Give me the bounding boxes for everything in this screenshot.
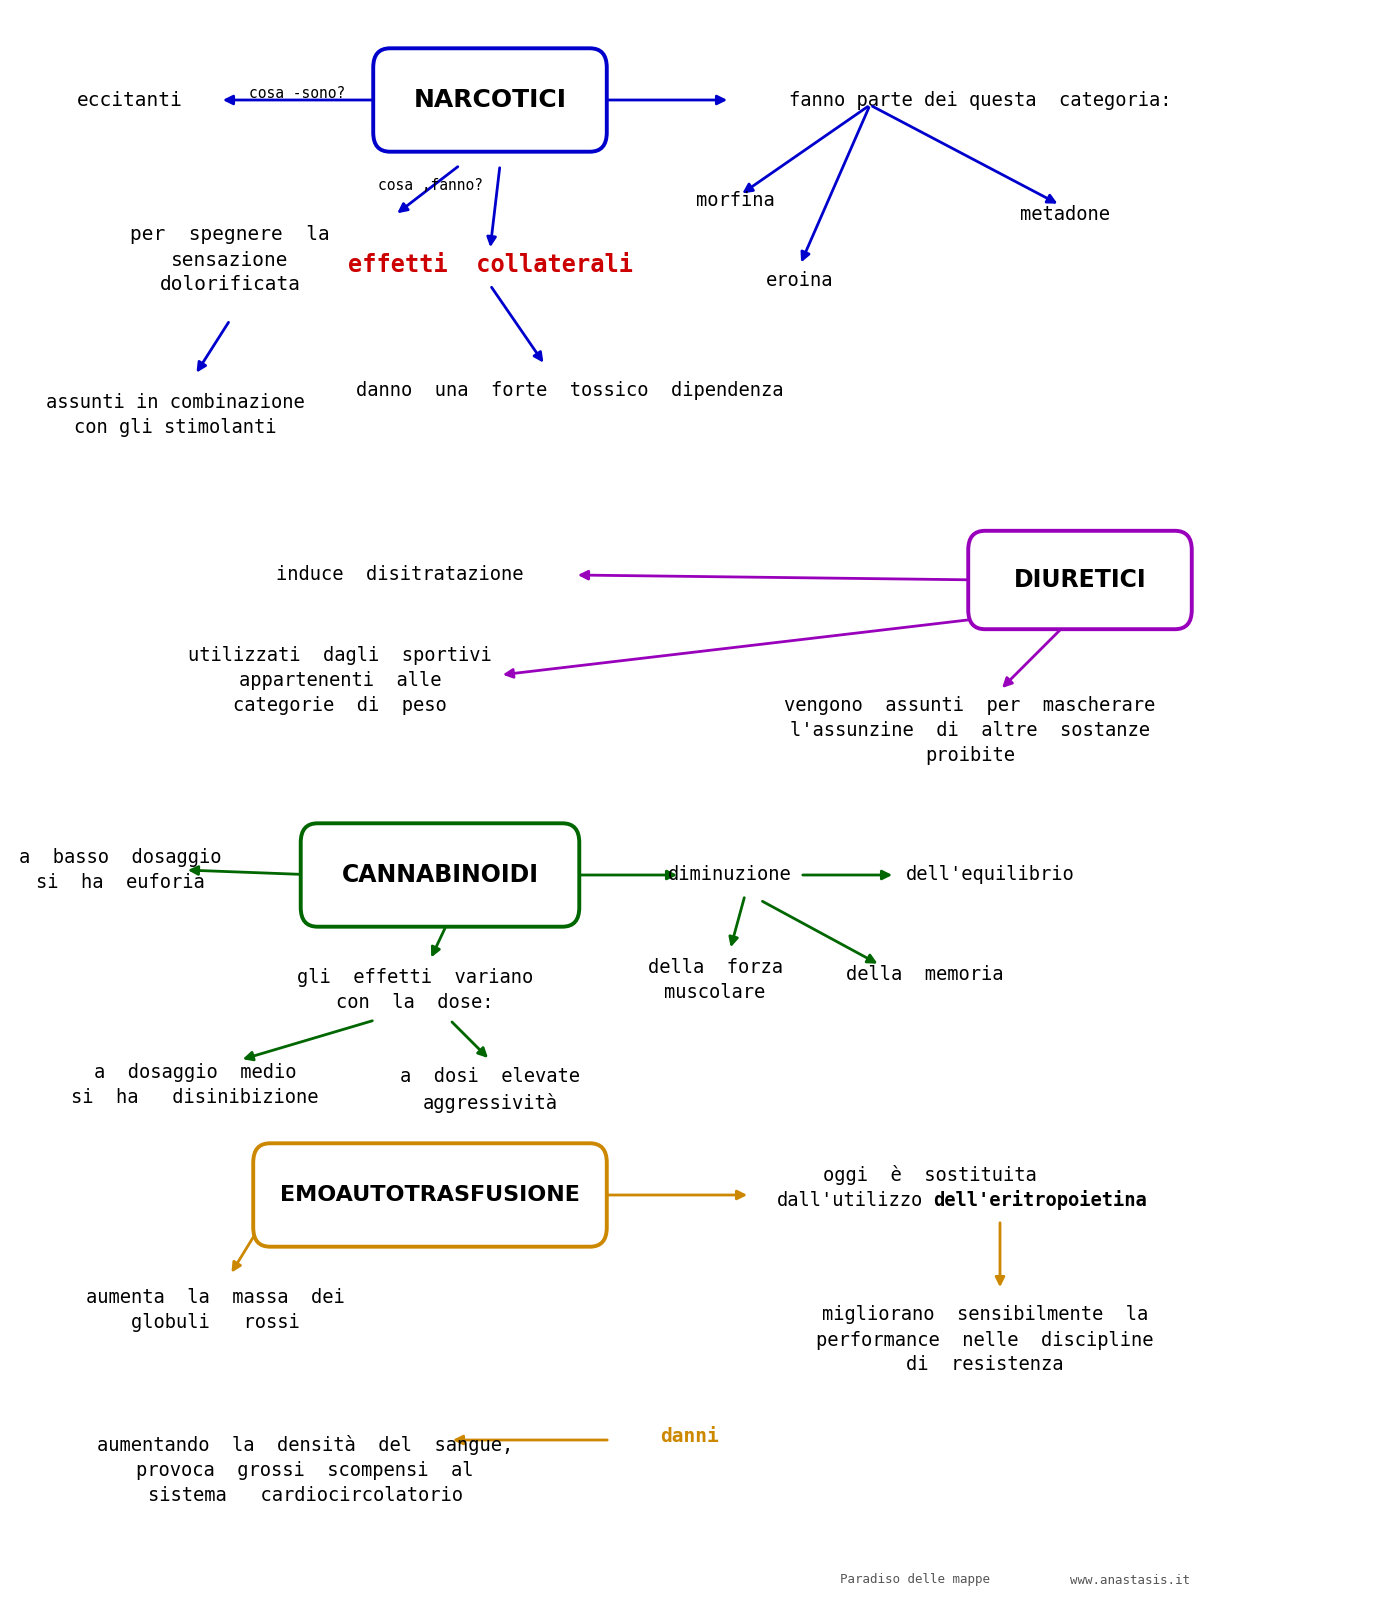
Text: danni: danni	[660, 1427, 719, 1445]
Text: della  forza
muscolare: della forza muscolare	[647, 958, 783, 1002]
Text: della  memoria: della memoria	[846, 965, 1004, 984]
Text: metadone: metadone	[1021, 205, 1110, 224]
Text: a  dosi  elevate
aggressività: a dosi elevate aggressività	[400, 1067, 580, 1112]
Text: NARCOTICI: NARCOTICI	[414, 88, 566, 112]
Text: morfina: morfina	[696, 190, 774, 210]
FancyBboxPatch shape	[253, 1144, 607, 1246]
Text: cosa ,fanno?: cosa ,fanno?	[377, 178, 482, 192]
Text: www.anastasis.it: www.anastasis.it	[1069, 1573, 1190, 1587]
Text: gli  effetti  variano
con  la  dose:: gli effetti variano con la dose:	[296, 968, 533, 1013]
Text: Paradiso delle mappe: Paradiso delle mappe	[840, 1573, 990, 1587]
Text: effetti  collaterali: effetti collaterali	[348, 253, 632, 277]
Text: a  basso  dosaggio
si  ha  euforia: a basso dosaggio si ha euforia	[18, 848, 221, 891]
Text: migliorano  sensibilmente  la
performance  nelle  discipline
di  resistenza: migliorano sensibilmente la performance …	[816, 1306, 1153, 1374]
Text: oggi  è  sostituita: oggi è sostituita	[823, 1165, 1037, 1186]
Text: EMOAUTOTRASFUSIONE: EMOAUTOTRASFUSIONE	[280, 1186, 580, 1205]
Text: vengono  assunti  per  mascherare
l'assunzine  di  altre  sostanze
proibite: vengono assunti per mascherare l'assunzi…	[784, 696, 1156, 765]
FancyBboxPatch shape	[301, 824, 579, 926]
Text: eroina: eroina	[766, 270, 833, 290]
Text: fanno parte dei questa  categoria:: fanno parte dei questa categoria:	[788, 91, 1172, 109]
Text: utilizzati  dagli  sportivi
appartenenti  alle
categorie  di  peso: utilizzati dagli sportivi appartenenti a…	[189, 645, 492, 715]
Text: assunti in combinazione
con gli stimolanti: assunti in combinazione con gli stimolan…	[46, 394, 305, 437]
Text: aumenta  la  massa  dei
globuli   rossi: aumenta la massa dei globuli rossi	[85, 1288, 344, 1331]
Text: aumentando  la  densità  del  sangue,
provoca  grossi  scompensi  al
sistema   c: aumentando la densità del sangue, provoc…	[96, 1435, 513, 1506]
Text: CANNABINOIDI: CANNABINOIDI	[341, 862, 538, 886]
Text: dall'utilizzo: dall'utilizzo	[777, 1190, 923, 1210]
Text: DIURETICI: DIURETICI	[1014, 568, 1146, 592]
FancyBboxPatch shape	[373, 48, 607, 152]
Text: danno  una  forte  tossico  dipendenza: danno una forte tossico dipendenza	[356, 381, 784, 400]
Text: induce  disitratazione: induce disitratazione	[277, 565, 524, 584]
Text: dell'eritropoietina: dell'eritropoietina	[932, 1190, 1146, 1210]
Text: eccitanti: eccitanti	[77, 91, 183, 109]
Text: a  dosaggio  medio
si  ha   disinibizione: a dosaggio medio si ha disinibizione	[71, 1062, 319, 1107]
FancyBboxPatch shape	[969, 531, 1191, 629]
Text: dell'equilibrio: dell'equilibrio	[906, 866, 1075, 885]
Text: cosa -sono?: cosa -sono?	[249, 85, 345, 101]
Text: diminuzione: diminuzione	[668, 866, 791, 885]
Text: per  spegnere  la
sensazione
dolorificata: per spegnere la sensazione dolorificata	[130, 226, 330, 294]
